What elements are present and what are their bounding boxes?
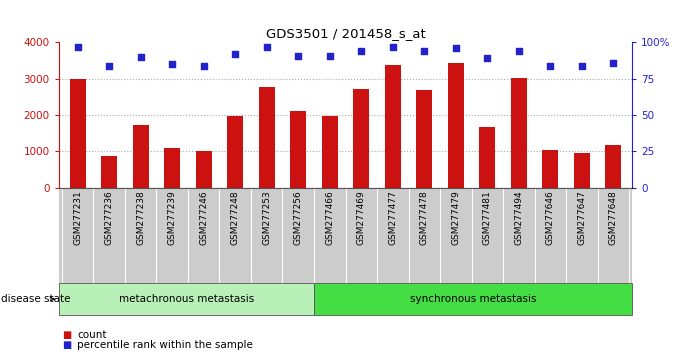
Bar	[511, 78, 527, 188]
Point	[135, 54, 146, 60]
Text: synchronous metastasis: synchronous metastasis	[410, 294, 536, 304]
Point	[167, 62, 178, 67]
Text: GSM277236: GSM277236	[104, 190, 113, 245]
Bar	[448, 63, 464, 188]
Point	[576, 63, 587, 69]
Text: GSM277648: GSM277648	[609, 190, 618, 245]
Bar	[542, 150, 558, 188]
Title: GDS3501 / 201458_s_at: GDS3501 / 201458_s_at	[265, 27, 426, 40]
Bar	[164, 148, 180, 188]
Text: ■: ■	[62, 340, 71, 350]
Bar	[480, 127, 495, 188]
Point	[198, 63, 209, 69]
Bar	[290, 111, 306, 188]
Text: GSM277253: GSM277253	[262, 190, 272, 245]
Point	[545, 63, 556, 69]
Text: GSM277239: GSM277239	[168, 190, 177, 245]
Text: GSM277647: GSM277647	[578, 190, 587, 245]
Text: percentile rank within the sample: percentile rank within the sample	[77, 340, 254, 350]
Point	[324, 53, 335, 58]
Text: GSM277469: GSM277469	[357, 190, 366, 245]
Point	[419, 48, 430, 54]
Bar	[133, 125, 149, 188]
Point	[229, 51, 240, 57]
Bar	[102, 156, 117, 188]
Point	[608, 60, 619, 65]
Text: GSM277248: GSM277248	[231, 190, 240, 245]
Text: disease state: disease state	[1, 294, 71, 304]
Text: GSM277646: GSM277646	[546, 190, 555, 245]
Point	[451, 45, 462, 51]
Text: GSM277256: GSM277256	[294, 190, 303, 245]
Text: GSM277479: GSM277479	[451, 190, 460, 245]
Text: GSM277231: GSM277231	[73, 190, 82, 245]
Bar	[385, 65, 401, 188]
Text: GSM277481: GSM277481	[483, 190, 492, 245]
Point	[387, 44, 398, 50]
Text: GSM277494: GSM277494	[514, 190, 523, 245]
Point	[261, 44, 272, 50]
Bar	[59, 188, 632, 283]
Bar	[259, 87, 274, 188]
Bar	[70, 79, 86, 188]
Point	[513, 48, 524, 54]
Text: GSM277238: GSM277238	[136, 190, 145, 245]
Point	[293, 53, 304, 58]
Text: GSM277246: GSM277246	[199, 190, 208, 245]
Bar	[196, 152, 211, 188]
Bar	[417, 90, 432, 188]
Bar	[574, 153, 589, 188]
Bar	[353, 88, 369, 188]
Text: count: count	[77, 330, 107, 339]
Text: GSM277466: GSM277466	[325, 190, 334, 245]
Text: GSM277477: GSM277477	[388, 190, 397, 245]
Bar	[322, 116, 338, 188]
Bar	[605, 145, 621, 188]
Text: GSM277478: GSM277478	[419, 190, 429, 245]
Text: metachronous metastasis: metachronous metastasis	[119, 294, 254, 304]
Bar	[227, 116, 243, 188]
Point	[482, 56, 493, 61]
Text: ■: ■	[62, 330, 71, 339]
Point	[356, 48, 367, 54]
Point	[72, 44, 83, 50]
Point	[104, 63, 115, 69]
